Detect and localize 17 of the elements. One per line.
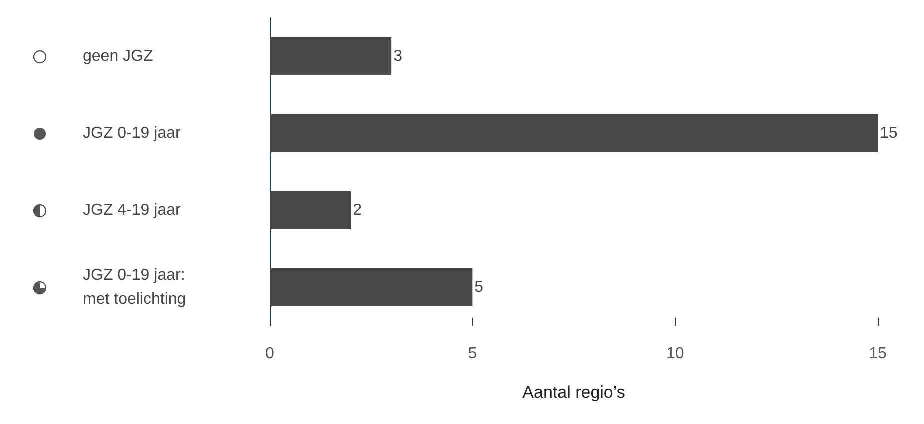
y-tick-label: JGZ 0-19 jaar [83,125,182,142]
x-tick-label: 5 [468,346,478,362]
x-tick-label: 10 [666,346,684,362]
x-tick-label: 15 [869,346,887,362]
data-label: 15 [880,125,898,142]
y-tick-label: JGZ 4-19 jaar [83,202,182,219]
bar [270,268,473,306]
bar [270,114,878,152]
bar [270,192,352,230]
y-tick-label: geen JGZ [83,48,154,65]
x-tick-label: 0 [266,346,275,362]
data-label: 2 [353,202,362,219]
data-label: 3 [394,48,403,65]
bar [270,38,392,76]
x-axis-title: Aantal regio’s [522,383,626,402]
y-tick-label: JGZ 0-19 jaar: met toelichting [83,267,190,308]
data-label: 5 [474,279,484,296]
